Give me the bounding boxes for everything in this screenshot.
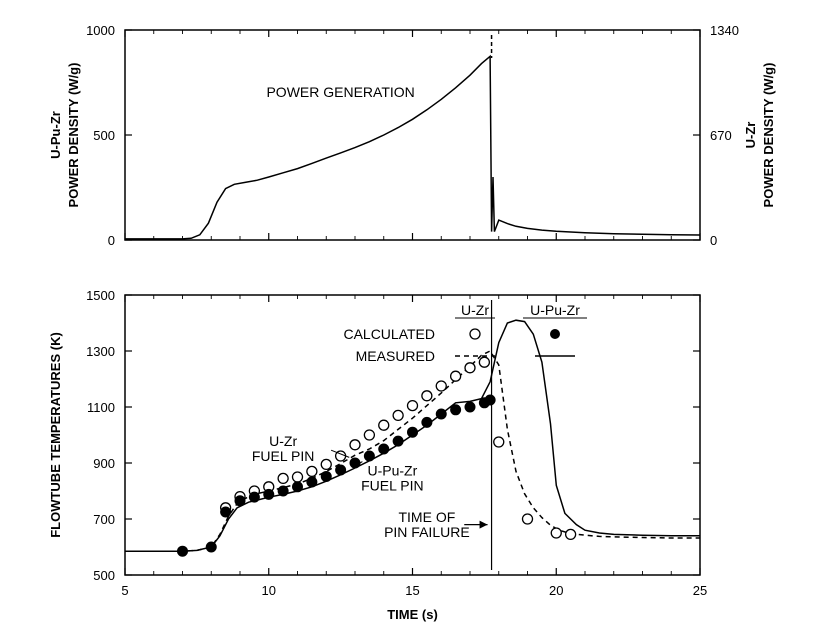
calc-upuzr-marker	[293, 482, 303, 492]
calc-upuzr-marker	[321, 471, 331, 481]
calc-upuzr-marker	[393, 436, 403, 446]
failure-arrow-head	[480, 521, 488, 529]
legend-meas-label: MEASURED	[356, 348, 435, 364]
calc-uzr-marker	[408, 401, 418, 411]
x-tick-label: 5	[121, 583, 128, 598]
calc-uzr-marker	[364, 430, 374, 440]
calc-uzr-marker	[307, 466, 317, 476]
calc-upuzr-marker	[422, 417, 432, 427]
failure-annotation: TIME OF	[398, 509, 455, 525]
calc-uzr-marker	[436, 381, 446, 391]
calc-uzr-marker	[379, 420, 389, 430]
calc-upuzr-marker	[307, 477, 317, 487]
svg-canvas: 0500100006701340U-Pu-ZrPOWER DENSITY (W/…	[0, 0, 833, 639]
calc-upuzr-marker	[235, 496, 245, 506]
calc-upuzr-marker	[485, 395, 495, 405]
calc-upuzr-marker	[436, 409, 446, 419]
bottom-y-tick: 900	[93, 456, 115, 471]
calc-upuzr-marker	[178, 546, 188, 556]
calc-upuzr-marker	[278, 486, 288, 496]
calc-uzr-marker	[451, 371, 461, 381]
top-yright-tick: 670	[710, 128, 732, 143]
top-yleft-tick: 0	[108, 233, 115, 248]
legend-open-marker	[470, 329, 480, 339]
bottom-y-tick: 1500	[86, 288, 115, 303]
uzr-pin-annotation: U-Zr	[269, 433, 297, 449]
top-yleft-label: POWER DENSITY (W/g)	[66, 63, 81, 208]
top-yright-label: POWER DENSITY (W/g)	[761, 63, 776, 208]
calc-upuzr-marker	[364, 451, 374, 461]
x-tick-label: 25	[693, 583, 707, 598]
legend-header-uzr: U-Zr	[461, 302, 489, 318]
legend-calc-label: CALCULATED	[343, 326, 435, 342]
calc-upuzr-marker	[264, 489, 274, 499]
power-gen-annotation: POWER GENERATION	[266, 84, 414, 100]
top-yleft-label: U-Pu-Zr	[48, 111, 63, 159]
top-yright-label: U-Zr	[743, 122, 758, 149]
calc-upuzr-marker	[379, 444, 389, 454]
x-tick-label: 15	[405, 583, 419, 598]
top-yright-tick: 1340	[710, 23, 739, 38]
upuzr-pin-annotation: FUEL PIN	[361, 478, 424, 494]
top-panel-frame	[125, 30, 700, 240]
upuzr-pin-annotation: U-Pu-Zr	[367, 463, 417, 479]
calc-uzr-marker	[523, 514, 533, 524]
calc-uzr-marker	[393, 410, 403, 420]
calc-upuzr-marker	[221, 507, 231, 517]
top-yright-tick: 0	[710, 233, 717, 248]
legend-filled-marker	[550, 329, 560, 339]
calc-uzr-marker	[494, 437, 504, 447]
legend-header-upuzr: U-Pu-Zr	[530, 302, 580, 318]
x-tick-label: 10	[262, 583, 276, 598]
x-axis-label: TIME (s)	[387, 607, 438, 622]
calc-upuzr-marker	[206, 542, 216, 552]
figure: 0500100006701340U-Pu-ZrPOWER DENSITY (W/…	[0, 0, 833, 639]
calc-upuzr-marker	[408, 427, 418, 437]
calc-uzr-marker	[321, 459, 331, 469]
calc-uzr-marker	[479, 357, 489, 367]
calc-uzr-marker	[350, 440, 360, 450]
calc-uzr-marker	[465, 363, 475, 373]
calc-uzr-marker	[566, 529, 576, 539]
calc-upuzr-marker	[465, 402, 475, 412]
bottom-y-tick: 500	[93, 568, 115, 583]
calc-uzr-marker	[422, 391, 432, 401]
calc-upuzr-marker	[249, 492, 259, 502]
bottom-y-tick: 700	[93, 512, 115, 527]
calc-upuzr-marker	[350, 458, 360, 468]
top-yleft-tick: 1000	[86, 23, 115, 38]
calc-uzr-marker	[551, 528, 561, 538]
bottom-y-tick: 1300	[86, 344, 115, 359]
calc-upuzr-marker	[451, 405, 461, 415]
x-tick-label: 20	[549, 583, 563, 598]
bottom-y-label: FLOWTUBE TEMPERATURES (K)	[48, 332, 63, 538]
uzr-pin-annotation: FUEL PIN	[252, 448, 315, 464]
top-yleft-tick: 500	[93, 128, 115, 143]
calc-uzr-marker	[278, 473, 288, 483]
bottom-y-tick: 1100	[87, 400, 115, 415]
failure-annotation: PIN FAILURE	[384, 524, 470, 540]
calc-upuzr-marker	[336, 465, 346, 475]
calc-uzr-marker	[293, 472, 303, 482]
